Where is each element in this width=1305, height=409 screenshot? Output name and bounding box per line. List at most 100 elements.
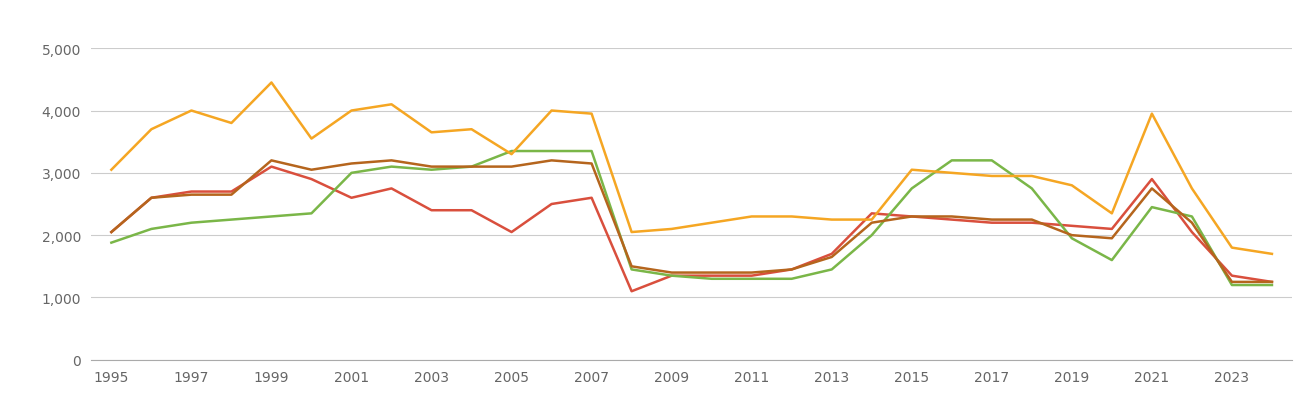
Detached	[1024, 221, 1040, 226]
Semi-Detached	[504, 152, 519, 157]
Terraced	[1144, 187, 1160, 191]
Terraced	[984, 218, 1000, 222]
Line: Semi-Detached: Semi-Detached	[111, 83, 1272, 254]
Flat	[463, 165, 479, 170]
Detached	[1064, 224, 1079, 229]
Flat	[544, 149, 560, 154]
Terraced	[264, 159, 279, 164]
Semi-Detached	[544, 109, 560, 114]
Terraced	[223, 193, 239, 198]
Terraced	[504, 165, 519, 170]
Terraced	[463, 165, 479, 170]
Flat	[984, 159, 1000, 164]
Semi-Detached	[343, 109, 359, 114]
Terraced	[784, 267, 800, 272]
Flat	[744, 276, 760, 281]
Semi-Detached	[664, 227, 680, 232]
Semi-Detached	[583, 112, 599, 117]
Legend: Detached, Flat, Semi-Detached, Terraced: Detached, Flat, Semi-Detached, Terraced	[98, 0, 557, 2]
Terraced	[1064, 233, 1079, 238]
Terraced	[1024, 218, 1040, 222]
Flat	[703, 276, 719, 281]
Terraced	[1224, 280, 1240, 285]
Semi-Detached	[864, 218, 880, 222]
Flat	[1064, 236, 1079, 241]
Detached	[864, 211, 880, 216]
Terraced	[944, 214, 959, 219]
Flat	[864, 233, 880, 238]
Terraced	[103, 230, 119, 235]
Detached	[784, 267, 800, 272]
Flat	[343, 171, 359, 176]
Terraced	[144, 196, 159, 201]
Detached	[1265, 280, 1280, 285]
Flat	[1265, 283, 1280, 288]
Flat	[823, 267, 839, 272]
Flat	[784, 276, 800, 281]
Semi-Detached	[1184, 187, 1199, 191]
Semi-Detached	[384, 103, 399, 108]
Terraced	[1265, 280, 1280, 285]
Detached	[944, 218, 959, 222]
Terraced	[1104, 236, 1120, 241]
Terraced	[664, 270, 680, 275]
Detached	[1184, 230, 1199, 235]
Semi-Detached	[944, 171, 959, 176]
Line: Detached: Detached	[111, 167, 1272, 292]
Detached	[304, 177, 320, 182]
Semi-Detached	[144, 128, 159, 133]
Flat	[184, 221, 200, 226]
Terraced	[343, 162, 359, 166]
Line: Flat: Flat	[111, 152, 1272, 285]
Semi-Detached	[784, 214, 800, 219]
Detached	[103, 230, 119, 235]
Line: Terraced: Terraced	[111, 161, 1272, 282]
Semi-Detached	[1265, 252, 1280, 257]
Semi-Detached	[904, 168, 920, 173]
Detached	[504, 230, 519, 235]
Flat	[1104, 258, 1120, 263]
Terraced	[744, 270, 760, 275]
Terraced	[1184, 221, 1199, 226]
Detached	[1144, 177, 1160, 182]
Detached	[823, 252, 839, 257]
Detached	[703, 274, 719, 279]
Semi-Detached	[304, 137, 320, 142]
Terraced	[624, 264, 639, 269]
Detached	[583, 196, 599, 201]
Terraced	[424, 165, 440, 170]
Detached	[424, 208, 440, 213]
Detached	[664, 274, 680, 279]
Terraced	[864, 221, 880, 226]
Semi-Detached	[1064, 183, 1079, 188]
Flat	[1184, 214, 1199, 219]
Flat	[504, 149, 519, 154]
Terraced	[583, 162, 599, 166]
Terraced	[184, 193, 200, 198]
Flat	[583, 149, 599, 154]
Semi-Detached	[823, 218, 839, 222]
Flat	[944, 159, 959, 164]
Detached	[264, 165, 279, 170]
Terraced	[904, 214, 920, 219]
Flat	[223, 218, 239, 222]
Detached	[904, 214, 920, 219]
Detached	[984, 221, 1000, 226]
Terraced	[384, 159, 399, 164]
Flat	[1144, 205, 1160, 210]
Detached	[343, 196, 359, 201]
Flat	[1024, 187, 1040, 191]
Terraced	[703, 270, 719, 275]
Detached	[1224, 274, 1240, 279]
Semi-Detached	[424, 130, 440, 135]
Flat	[264, 214, 279, 219]
Flat	[384, 165, 399, 170]
Flat	[424, 168, 440, 173]
Terraced	[304, 168, 320, 173]
Flat	[304, 211, 320, 216]
Semi-Detached	[223, 121, 239, 126]
Detached	[184, 190, 200, 195]
Semi-Detached	[1224, 245, 1240, 250]
Flat	[1224, 283, 1240, 288]
Semi-Detached	[744, 214, 760, 219]
